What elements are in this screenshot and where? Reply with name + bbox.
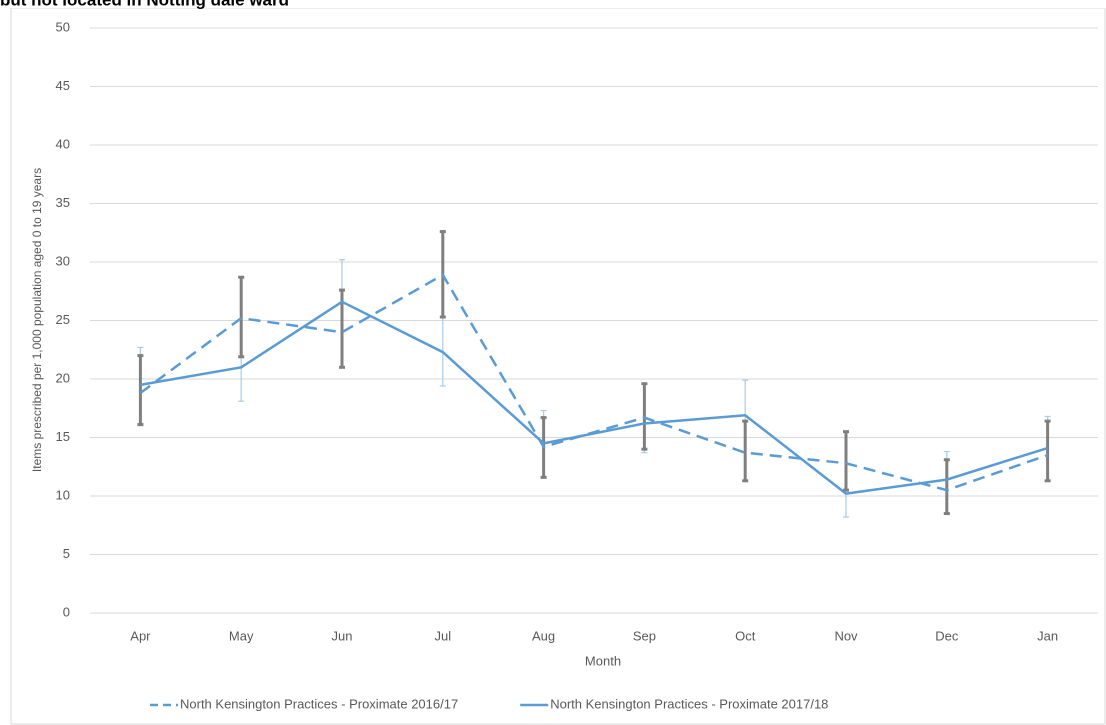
y-tick-label: 5 [63, 546, 70, 561]
x-tick-label: Jul [434, 628, 451, 643]
y-tick-label: 10 [56, 487, 70, 502]
y-tick-label: 25 [56, 312, 70, 327]
legend-label: North Kensington Practices - Proximate 2… [550, 696, 828, 711]
x-tick-label: May [229, 628, 254, 643]
y-tick-label: 0 [63, 604, 70, 619]
y-tick-label: 30 [56, 253, 70, 268]
x-axis-title: Month [585, 653, 621, 668]
x-tick-label: Dec [935, 628, 959, 643]
x-tick-label: Jan [1037, 628, 1058, 643]
y-tick-label: 40 [56, 136, 70, 151]
x-tick-label: Apr [130, 628, 151, 643]
x-tick-label: Sep [633, 628, 656, 643]
y-tick-label: 35 [56, 195, 70, 210]
chart-border [10, 7, 1106, 725]
title-band [0, 0, 1106, 8]
y-tick-label: 20 [56, 370, 70, 385]
y-tick-label: 50 [56, 19, 70, 34]
x-tick-label: Oct [735, 628, 756, 643]
x-tick-label: Jun [332, 628, 353, 643]
y-axis-title: Items prescribed per 1,000 population ag… [30, 168, 44, 472]
y-tick-label: 15 [56, 429, 70, 444]
chart-title: but not located in Notting dale ward [0, 0, 289, 9]
legend-label: North Kensington Practices - Proximate 2… [180, 696, 458, 711]
series-line [140, 300, 1048, 495]
x-tick-label: Nov [834, 628, 858, 643]
y-tick-label: 45 [56, 78, 70, 93]
x-tick-label: Aug [532, 628, 555, 643]
